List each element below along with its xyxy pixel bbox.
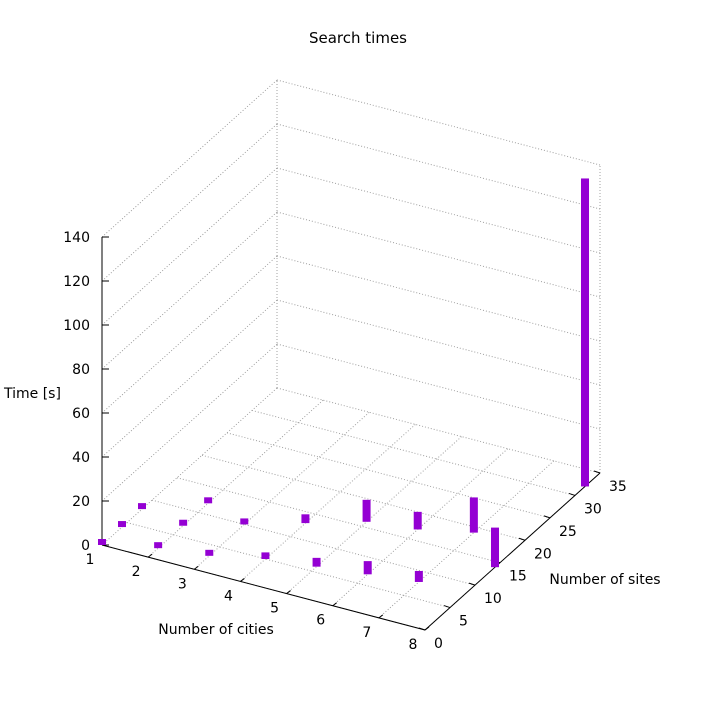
- axes: [101, 236, 601, 631]
- bar: [138, 503, 146, 510]
- y-axis: [424, 472, 601, 631]
- y-tick-label: 25: [559, 524, 577, 540]
- x-tick-label: 1: [86, 552, 95, 568]
- y-tick: [568, 492, 576, 496]
- bar: [301, 514, 310, 524]
- x-tick: [193, 565, 199, 570]
- wall-grid-line: [276, 255, 601, 342]
- floor-grid-line: [151, 499, 476, 586]
- y-tick: [543, 515, 551, 519]
- z-axis-label: Time [s]: [3, 386, 61, 402]
- bar: [469, 497, 478, 533]
- y-tick: [418, 627, 426, 631]
- x-tick-label: 3: [178, 576, 187, 592]
- floor-grid-line: [276, 387, 601, 474]
- x-tick: [378, 614, 384, 619]
- bar: [414, 570, 423, 582]
- floor-grid-line: [226, 432, 551, 519]
- wall-grid-line: [101, 255, 278, 414]
- x-tick-label: 8: [409, 637, 418, 653]
- bar: [581, 178, 589, 487]
- bar: [154, 542, 163, 549]
- x-tick-label: 5: [270, 601, 279, 617]
- y-tick: [518, 537, 526, 541]
- bar: [363, 561, 372, 575]
- y-tick-label: 30: [584, 501, 602, 517]
- y-axis-label: Number of sites: [549, 572, 660, 588]
- floor-grid-line: [101, 387, 278, 546]
- y-tick: [443, 605, 451, 609]
- wall-grid-line: [101, 167, 278, 326]
- wall-grid-line: [276, 79, 601, 166]
- y-tick: [468, 582, 476, 586]
- floor-grid-line: [251, 409, 576, 496]
- z-tick-label: 60: [72, 406, 90, 422]
- bar: [413, 511, 422, 530]
- z-tick-label: 100: [63, 318, 90, 334]
- wall-grid-line: [101, 343, 278, 502]
- floor-grid-line: [147, 399, 324, 558]
- bar: [118, 521, 126, 528]
- x-tick-label: 4: [224, 588, 233, 604]
- wall-grid-line: [276, 299, 601, 386]
- z-tick-label: 20: [72, 494, 90, 510]
- x-tick: [147, 553, 153, 558]
- z-tick-label: 0: [81, 538, 90, 554]
- x-tick-label: 2: [132, 564, 141, 580]
- floor-grid-line: [378, 460, 555, 619]
- z-tick-label: 140: [63, 230, 90, 246]
- wall-grid-line: [101, 211, 278, 370]
- bar: [240, 518, 249, 525]
- chart-title: Search times: [309, 29, 407, 47]
- wall-grid-line: [276, 343, 601, 430]
- wall-grid-line: [101, 299, 278, 458]
- x-axis-label: Number of cities: [158, 622, 274, 638]
- bars: [98, 178, 589, 582]
- y-tick-label: 5: [459, 614, 468, 630]
- bar: [362, 499, 371, 522]
- wall-grid-line: [101, 123, 278, 282]
- x-tick: [424, 626, 430, 631]
- x-axis: [101, 544, 426, 631]
- y-tick-label: 35: [609, 479, 627, 495]
- floor-grid-line: [193, 411, 370, 570]
- wall-grid-line: [276, 211, 601, 298]
- x-tick-label: 6: [316, 613, 325, 629]
- x-tick: [286, 590, 291, 594]
- x-tick-label: 7: [362, 625, 371, 641]
- bar: [179, 519, 188, 526]
- y-tick-label: 0: [434, 636, 443, 652]
- y-tick-label: 10: [484, 591, 502, 607]
- z-tick-label: 120: [63, 274, 90, 290]
- x-tick: [332, 602, 338, 607]
- bar: [261, 552, 270, 559]
- bar: [205, 549, 214, 556]
- wall-grid-line: [101, 79, 278, 238]
- bar: [491, 527, 499, 568]
- y-tick-label: 15: [509, 569, 527, 585]
- y-tick-label: 20: [534, 546, 552, 562]
- bar: [204, 497, 213, 504]
- floor-grid-line: [126, 522, 451, 609]
- floor-grid-line: [286, 436, 462, 594]
- z-tick-label: 80: [72, 362, 90, 378]
- floor-grid-line: [176, 477, 501, 564]
- wall-grid-line: [276, 167, 601, 254]
- wall-grid-line: [276, 123, 601, 210]
- bar: [312, 557, 321, 567]
- floor-grid-line: [240, 424, 416, 582]
- x-tick: [240, 578, 245, 582]
- z-tick-label: 40: [72, 450, 90, 466]
- y-tick: [593, 470, 601, 474]
- bar: [98, 539, 106, 545]
- grid-lines: [101, 79, 601, 631]
